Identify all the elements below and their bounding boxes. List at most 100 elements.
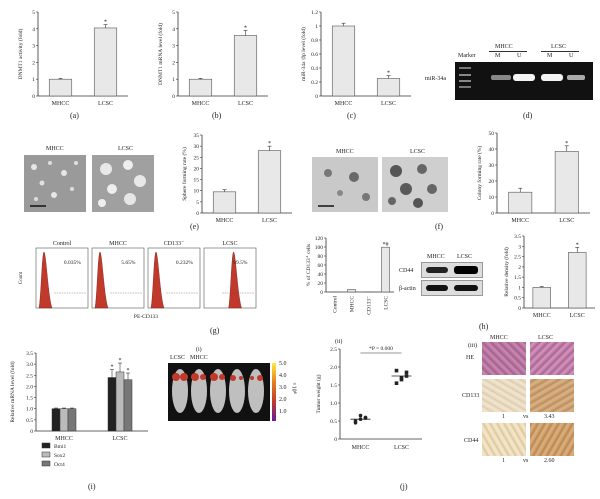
legend-swatch [42,443,50,448]
data-point [400,378,404,382]
blot-lcsc-label: LCSC [457,254,472,260]
gel-marker-label: Marker [458,53,476,59]
scale-tick: 3.0 [279,385,287,391]
subpanel-label: (iii) [468,343,477,349]
category-label: MHCC [511,218,529,224]
histo-cd133-ratio-right: 3.43 [544,414,555,420]
y-tick-label: 0 [491,211,494,217]
category-label: MHCC [335,101,353,107]
category-label: LCSC [570,313,585,319]
scale-tick: 2.0 [279,397,287,403]
y-tick-label: 0.5 [514,296,521,302]
photo-label: LCSC [410,149,425,155]
histogram-title: Control [53,241,72,247]
y-tick-label: 50 [489,131,495,137]
category-label: MHCC [352,445,370,451]
legend-label: Bmi1 [54,444,66,450]
y-tick-label: 40 [489,147,495,153]
y-tick-label: 80 [318,254,324,260]
scale-tick: 1.0 [279,409,287,415]
y-tick-label: 100 [315,245,324,251]
category-label: LCSC [112,436,127,442]
y-tick-label: 2.0 [26,384,33,390]
y-tick-label: 1.5 [514,275,521,281]
mouse-lcsc-label: LCSC [170,355,185,361]
significance-star: * [387,71,390,77]
histo-cd44-vs: vs [523,458,528,464]
bar [68,409,76,431]
y-tick-label: 5 [172,10,175,16]
y-tick-label: 60 [318,263,324,269]
y-tick-label: 10 [194,189,200,195]
category-label: LCSC [381,101,396,107]
y-tick-label: 2 [32,60,35,66]
gel-u-label: U [517,53,521,59]
luminescence-scale [272,363,276,421]
legend-swatch [42,461,50,466]
y-tick-label: 4 [172,27,175,33]
y-tick-label: 120 [315,236,324,242]
legend-label: Oct4 [54,462,65,468]
category-label: MHCC [52,101,70,107]
y-tick-label: 1 [518,285,521,291]
sphere-photo-lcsc [92,155,154,212]
y-tick-label: 20 [318,281,324,287]
photo-label: MHCC [336,149,354,155]
panel-caption: (b) [212,111,221,120]
y-tick-label: 5 [32,10,35,16]
y-tick-label: 3 [518,244,521,250]
bar [213,192,236,213]
scale-unit: ×10⁸ [291,382,297,393]
y-tick-label: 0 [518,306,521,312]
legend-label: Sox2 [54,453,66,459]
y-tick-label: 1 [315,24,318,30]
bar [60,409,68,431]
y-tick-label: 0.6 [311,52,318,58]
histo-row-label: CD133 [462,393,479,399]
data-point [405,371,409,375]
significance-star: * [244,25,247,31]
histo-cd44-lcsc [530,423,574,456]
category-label: LCSC [559,218,574,224]
bar [108,378,116,431]
histo-mhcc-label: MHCC [490,335,508,341]
histo-cd44-ratio-left: 1 [502,458,505,464]
y-tick-label: 0 [196,211,199,217]
panel-caption: (c) [347,111,356,120]
significance-star: * [268,141,271,147]
histo-cd44-mhcc [482,423,526,456]
data-point [359,414,363,418]
y-tick-label: 1.0 [26,407,33,413]
y-tick-label: 3 [32,44,35,50]
histogram-title: MHCC [109,241,127,247]
significance-star: * [127,368,130,374]
panel-caption: (j) [400,482,408,491]
y-tick-label: 2.5 [330,347,337,353]
y-axis-label: Tumor weight (g) [315,374,322,413]
y-tick-label: 0.4 [311,66,318,72]
gel-m-label: M [547,53,552,59]
bar [348,289,356,292]
y-tick-label: 1.0 [330,401,337,407]
histo-row-label: CD44 [464,438,478,444]
y-tick-label: 0 [172,94,175,100]
y-tick-label: 20 [194,166,200,172]
scale-tick: 5.0 [279,361,287,367]
mouse-mhcc-label: MHCC [190,355,208,361]
histo-he-lcsc [530,342,574,375]
blot-cd44 [421,262,483,278]
category-label: LCSC [394,445,409,451]
category-label: MHCC [55,436,73,442]
y-axis-label: Colony forming rate (%) [476,146,483,201]
gel-image [455,62,593,100]
gel-lcsc-label: LCSC [551,44,566,50]
y-tick-label: 30 [489,163,495,169]
